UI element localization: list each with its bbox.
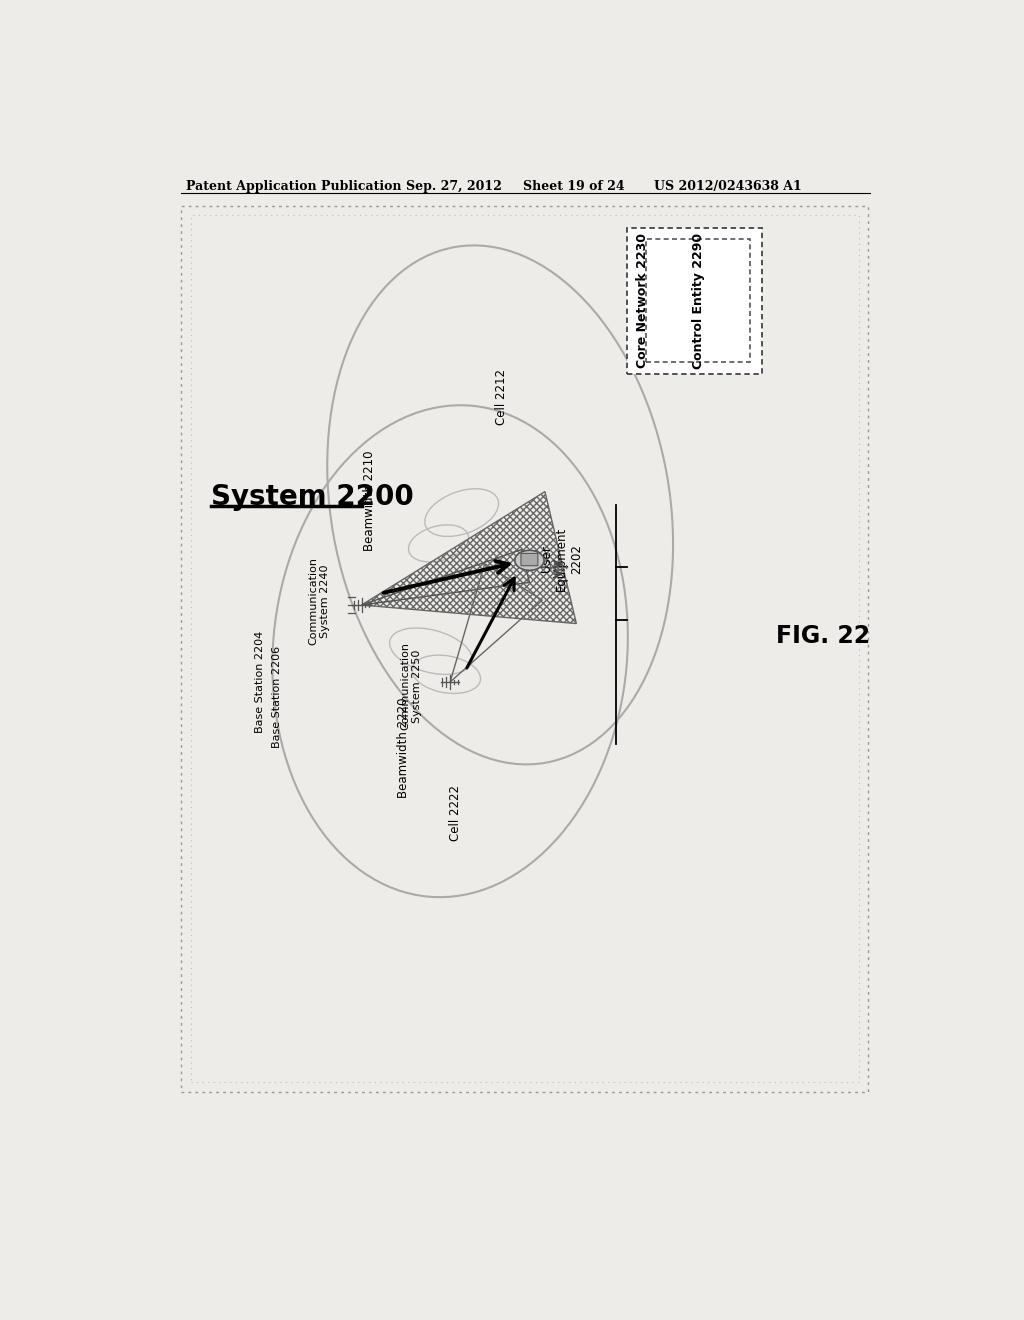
Text: Core Network 2230: Core Network 2230 bbox=[636, 234, 649, 368]
Text: Cell 2222: Cell 2222 bbox=[449, 785, 462, 841]
FancyBboxPatch shape bbox=[646, 239, 751, 363]
FancyBboxPatch shape bbox=[521, 553, 538, 566]
Text: Cell 2212: Cell 2212 bbox=[496, 370, 508, 425]
Text: US 2012/0243638 A1: US 2012/0243638 A1 bbox=[654, 180, 802, 193]
Text: FIG. 22: FIG. 22 bbox=[776, 624, 870, 648]
Text: Patent Application Publication: Patent Application Publication bbox=[186, 180, 401, 193]
Text: Beamwidth 2220: Beamwidth 2220 bbox=[397, 697, 411, 797]
Text: System 2200: System 2200 bbox=[211, 483, 414, 511]
Text: Sep. 27, 2012: Sep. 27, 2012 bbox=[407, 180, 502, 193]
FancyBboxPatch shape bbox=[628, 227, 762, 374]
Text: Base Station 2204: Base Station 2204 bbox=[255, 631, 265, 733]
Text: Base Station 2206: Base Station 2206 bbox=[271, 647, 282, 748]
Text: Control Entity 2290: Control Entity 2290 bbox=[692, 232, 705, 368]
Text: Sheet 19 of 24: Sheet 19 of 24 bbox=[523, 180, 625, 193]
Text: Communication
System 2240: Communication System 2240 bbox=[308, 557, 330, 645]
Ellipse shape bbox=[515, 550, 544, 570]
Text: Beamwidth 2210: Beamwidth 2210 bbox=[362, 451, 376, 552]
Text: Communication
System 2250: Communication System 2250 bbox=[400, 642, 423, 730]
Text: User
Equipment
2202: User Equipment 2202 bbox=[541, 527, 584, 591]
